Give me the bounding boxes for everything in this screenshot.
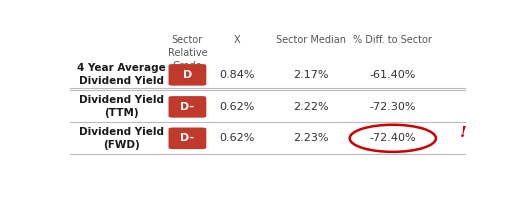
Text: 0.62%: 0.62% [219,102,254,112]
Text: D-: D- [180,102,195,112]
FancyBboxPatch shape [169,96,206,118]
Text: Sector
Relative
Grade: Sector Relative Grade [167,35,207,71]
Text: Sector Median: Sector Median [276,35,346,45]
Text: 0.62%: 0.62% [219,133,254,143]
Text: !: ! [461,126,467,140]
Text: Dividend Yield
(TTM): Dividend Yield (TTM) [79,95,164,119]
Text: 2.23%: 2.23% [293,133,329,143]
Text: 0.84%: 0.84% [219,70,254,80]
Text: -72.30%: -72.30% [369,102,416,112]
Text: D: D [183,70,192,80]
Text: Dividend Yield
(FWD): Dividend Yield (FWD) [79,127,164,150]
Text: 2.17%: 2.17% [293,70,329,80]
Text: D-: D- [180,133,195,143]
FancyBboxPatch shape [169,128,206,149]
Text: 4 Year Average
Dividend Yield: 4 Year Average Dividend Yield [77,63,166,87]
Text: % Diff. to Sector: % Diff. to Sector [354,35,432,45]
Text: -72.40%: -72.40% [369,133,416,143]
Text: 2.22%: 2.22% [293,102,329,112]
Text: X: X [233,35,240,45]
FancyBboxPatch shape [169,64,206,86]
Text: -61.40%: -61.40% [369,70,416,80]
